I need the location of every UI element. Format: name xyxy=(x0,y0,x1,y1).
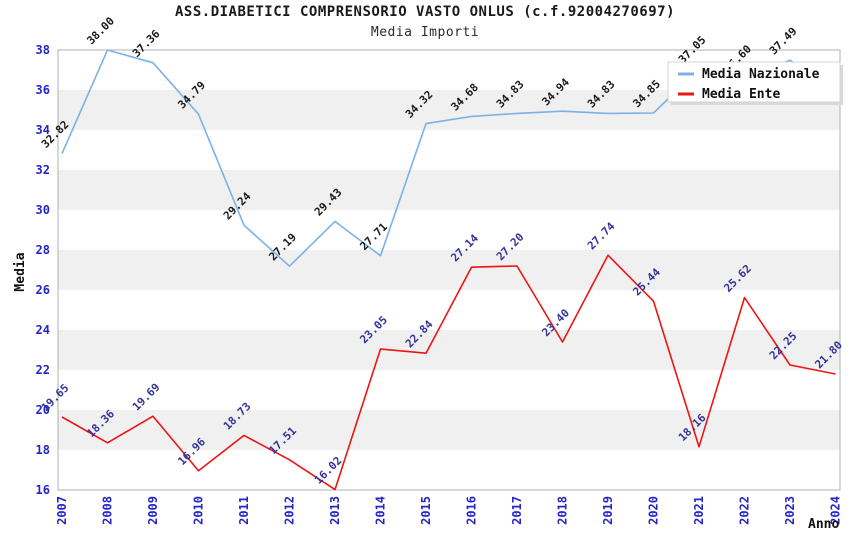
data-label: 19.69 xyxy=(130,381,163,414)
y-tick-label: 24 xyxy=(36,323,50,337)
y-axis-title: Media xyxy=(13,252,28,291)
x-tick-label: 2009 xyxy=(146,496,160,525)
x-axis-title: Anno xyxy=(808,517,839,532)
x-tick-label: 2015 xyxy=(419,496,433,525)
x-tick-label: 2020 xyxy=(647,496,661,525)
data-label: 27.74 xyxy=(585,219,618,252)
chart-subtitle: Media Importi xyxy=(370,25,480,40)
y-tick-label: 28 xyxy=(36,243,50,257)
x-tick-label: 2018 xyxy=(556,496,570,525)
y-tick-label: 20 xyxy=(36,403,50,417)
y-tick-label: 38 xyxy=(36,43,50,57)
plot-border xyxy=(57,49,841,491)
data-label: 19.65 xyxy=(39,382,72,415)
legend-label-media-nazionale: Media Nazionale xyxy=(702,67,820,82)
x-tick-label: 2010 xyxy=(192,496,206,525)
y-tick-label: 16 xyxy=(36,483,50,497)
x-tick-label: 2017 xyxy=(510,496,524,525)
y-tick-label: 32 xyxy=(36,163,50,177)
grid-band xyxy=(58,330,840,370)
y-tick-label: 22 xyxy=(36,363,50,377)
x-tick-label: 2024 xyxy=(829,496,843,525)
x-tick-label: 2022 xyxy=(738,496,752,525)
data-label: 16.02 xyxy=(312,454,345,487)
x-tick-label: 2019 xyxy=(601,496,615,525)
y-tick-label: 34 xyxy=(36,123,50,137)
grid-band xyxy=(58,170,840,210)
y-tick-label: 30 xyxy=(36,203,50,217)
legend-box xyxy=(667,61,841,103)
x-tick-label: 2008 xyxy=(101,496,115,525)
chart-title: ASS.DIABETICI COMPRENSORIO VASTO ONLUS (… xyxy=(174,4,675,20)
x-tick-label: 2014 xyxy=(374,496,388,525)
y-tick-label: 26 xyxy=(36,283,50,297)
grid-band xyxy=(58,250,840,290)
x-tick-label: 2007 xyxy=(55,496,69,525)
x-tick-label: 2013 xyxy=(328,496,342,525)
legend-label-media-ente: Media Ente xyxy=(702,87,780,102)
x-tick-label: 2016 xyxy=(465,496,479,525)
y-tick-label: 18 xyxy=(36,443,50,457)
y-tick-label: 36 xyxy=(36,83,50,97)
grid-band xyxy=(58,410,840,450)
x-tick-label: 2011 xyxy=(237,496,251,525)
x-tick-label: 2023 xyxy=(783,496,797,525)
x-tick-label: 2012 xyxy=(283,496,297,525)
x-tick-label: 2021 xyxy=(692,496,706,525)
data-label: 27.71 xyxy=(357,220,390,253)
series-line-media-ente xyxy=(61,254,836,491)
